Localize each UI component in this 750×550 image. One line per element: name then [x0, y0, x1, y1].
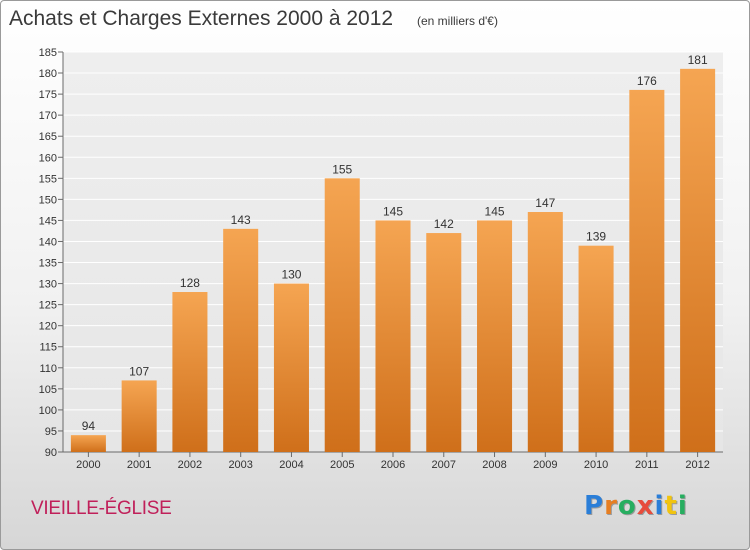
bar — [273, 283, 309, 452]
x-tick-label: 2012 — [685, 459, 709, 471]
logo-letter: P — [584, 491, 605, 521]
data-label: 94 — [82, 419, 96, 433]
data-label: 181 — [688, 53, 708, 67]
bar — [121, 380, 157, 452]
bar — [172, 292, 208, 452]
logo-letter: r — [604, 491, 618, 521]
x-tick-label: 2006 — [381, 459, 405, 471]
y-tick-label: 140 — [39, 236, 57, 248]
y-tick-label: 130 — [39, 279, 57, 291]
y-tick-label: 180 — [39, 68, 57, 80]
bar — [680, 68, 716, 452]
data-label: 139 — [586, 230, 606, 244]
data-label: 155 — [332, 162, 352, 176]
y-tick-label: 170 — [39, 110, 57, 122]
bar — [426, 233, 462, 452]
y-tick-label: 185 — [39, 47, 57, 59]
bar — [324, 178, 360, 452]
logo-letter: t — [664, 491, 678, 521]
y-tick-label: 160 — [39, 152, 57, 164]
chart-subtitle: (en milliers d'€) — [417, 14, 498, 28]
x-tick-label: 2011 — [635, 459, 659, 471]
chart-title: Achats et Charges Externes 2000 à 2012 — [9, 7, 394, 30]
x-tick-label: 2002 — [178, 459, 202, 471]
x-tick-label: 2004 — [279, 459, 303, 471]
x-tick-label: 2000 — [76, 459, 100, 471]
y-tick-label: 150 — [39, 194, 57, 206]
data-label: 143 — [231, 213, 251, 227]
data-label: 142 — [434, 217, 454, 231]
y-tick-label: 175 — [39, 89, 57, 101]
y-tick-label: 120 — [39, 321, 57, 333]
bar — [70, 435, 106, 452]
y-tick-label: 155 — [39, 173, 57, 185]
bar — [223, 228, 259, 452]
y-tick-label: 115 — [39, 342, 57, 354]
x-tick-label: 2008 — [482, 459, 506, 471]
y-tick-label: 100 — [39, 405, 57, 417]
data-label: 147 — [535, 196, 555, 210]
x-tick-label: 2005 — [330, 459, 354, 471]
y-tick-label: 165 — [39, 131, 57, 143]
logo-letter: i — [654, 491, 665, 521]
y-tick-label: 135 — [39, 258, 57, 270]
logo-letter: o — [617, 491, 637, 521]
bar — [375, 220, 411, 452]
y-tick-label: 90 — [45, 447, 57, 459]
y-tick-label: 95 — [45, 426, 57, 438]
logo-letter: x — [636, 491, 655, 521]
x-tick-label: 2003 — [228, 459, 252, 471]
x-tick-label: 2001 — [127, 459, 151, 471]
x-tick-label: 2009 — [533, 459, 557, 471]
data-label: 145 — [485, 204, 505, 218]
data-label: 107 — [129, 364, 149, 378]
x-tick-label: 2010 — [584, 459, 608, 471]
bar — [477, 220, 513, 452]
bar — [629, 89, 665, 452]
bar — [527, 212, 563, 452]
y-tick-label: 110 — [39, 363, 57, 375]
x-tick-label: 2007 — [432, 459, 456, 471]
commune-name: VIEILLE-ÉGLISE — [31, 498, 172, 519]
data-label: 128 — [180, 276, 200, 290]
data-label: 176 — [637, 74, 657, 88]
data-label: 145 — [383, 204, 403, 218]
bar — [578, 245, 614, 452]
y-tick-label: 105 — [39, 384, 57, 396]
y-tick-label: 125 — [39, 300, 57, 312]
proxiti-logo: Proxiti — [584, 491, 688, 521]
data-label: 130 — [281, 268, 301, 282]
y-tick-label: 145 — [39, 215, 57, 227]
logo-letter: i — [677, 491, 688, 521]
